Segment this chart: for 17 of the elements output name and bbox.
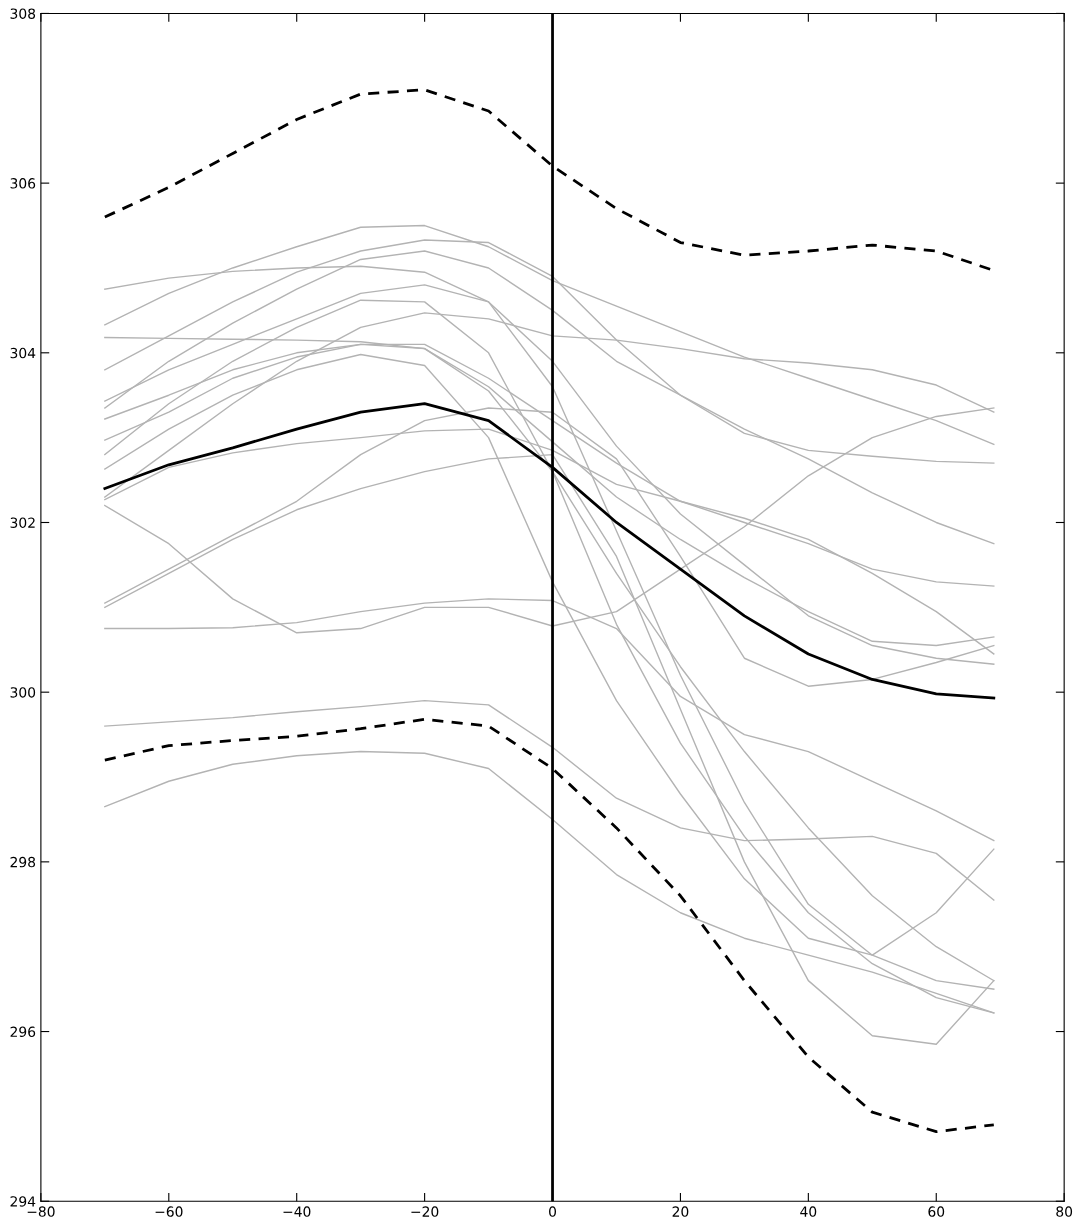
x-tick-label: −60 bbox=[155, 1206, 183, 1217]
x-tick-label: −80 bbox=[27, 1206, 55, 1217]
x-tick-label: 40 bbox=[800, 1206, 817, 1217]
y-tick-label: 298 bbox=[10, 856, 36, 868]
y-tick-label: 304 bbox=[10, 347, 36, 359]
y-tick-label: 306 bbox=[10, 178, 36, 189]
x-tick-label: −20 bbox=[411, 1206, 439, 1217]
x-tick-label: 60 bbox=[928, 1206, 945, 1217]
y-tick-label: 296 bbox=[10, 1026, 36, 1038]
y-tick-label: 300 bbox=[10, 687, 36, 698]
x-tick-label: 80 bbox=[1056, 1206, 1073, 1217]
x-tick-label: −40 bbox=[283, 1206, 311, 1217]
y-tick-label: 308 bbox=[10, 8, 36, 19]
x-tick-label: 0 bbox=[549, 1206, 557, 1217]
x-tick-label: 20 bbox=[672, 1206, 689, 1217]
y-tick-label: 302 bbox=[10, 517, 35, 528]
y-tick-label: 294 bbox=[10, 1196, 36, 1207]
